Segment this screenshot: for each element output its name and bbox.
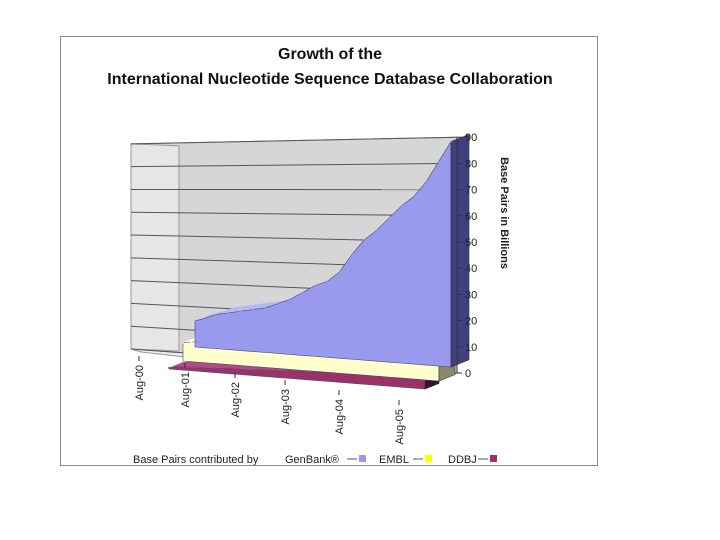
legend-label-embl: EMBL [379, 454, 409, 466]
genbank-layer-point [425, 180, 428, 183]
gridline [130, 136, 458, 145]
genbank-layer-end [450, 134, 470, 368]
y-tick-label: 60 [465, 211, 477, 223]
legend: Base Pairs contributed by GenBank® EMBL … [133, 454, 497, 466]
y-tick-label: 20 [465, 316, 477, 328]
side-wall [130, 143, 180, 352]
y-tick-label: 90 [465, 132, 477, 144]
y-tick-label: 10 [465, 342, 477, 354]
legend-swatch-genbank [359, 455, 366, 462]
x-axis: Aug-00 Aug-01 Aug-02 Aug-03 Aug-04 Aug-05 [134, 356, 406, 444]
genbank-layer-point [289, 298, 291, 301]
legend-swatch-ddbj [490, 455, 497, 462]
y-tick-label: 50 [465, 237, 477, 249]
genbank-layer-point [276, 302, 279, 305]
genbank-layer-point [351, 253, 353, 256]
genbank-layer-point [252, 308, 254, 311]
legend-label-ddbj: DDBJ [448, 454, 477, 466]
genbank-layer-point [413, 195, 415, 198]
x-tick-label: Aug-05 [394, 409, 406, 444]
legend-label-genbank: GenBank® [285, 454, 339, 466]
x-tick-label: Aug-00 [134, 365, 146, 400]
ddbj-layer-point [213, 367, 216, 370]
genbank-layer-point [375, 229, 378, 231]
y-tick-label: 0 [465, 368, 471, 380]
y-tick-label: 70 [465, 185, 477, 197]
embl-layer-point [182, 341, 184, 344]
y-tick-label: 80 [465, 158, 477, 170]
genbank-layer-point [437, 160, 440, 163]
ddbj-layer-point [188, 367, 191, 369]
legend-prefix: Base Pairs contributed by [133, 454, 259, 466]
genbank-series [194, 134, 470, 368]
y-axis: 0 10 20 30 40 50 60 70 80 90 [456, 132, 477, 380]
ddbj-layer-point [312, 371, 315, 374]
genbank-layer-point [301, 291, 304, 294]
y-tick-label: 40 [465, 263, 477, 275]
genbank-layer-point [239, 310, 242, 313]
genbank-layer-point [363, 238, 366, 241]
ddbj-layer-point [275, 370, 278, 372]
x-tick-label: Aug-03 [280, 389, 292, 424]
ddbj-layer-point [250, 369, 253, 372]
genbank-layer-point [264, 307, 267, 309]
genbank-layer-point [202, 318, 205, 320]
genbank-layer-point [194, 320, 196, 322]
y-tick-label: 30 [465, 289, 477, 301]
ddbj-layer-point [288, 369, 290, 372]
genbank-layer-point [388, 217, 390, 219]
genbank-layer-point [314, 284, 316, 287]
genbank-layer-point [227, 312, 229, 314]
ddbj-layer-point [176, 366, 179, 368]
ddbj-layer-point [168, 366, 170, 369]
embl-layer-point [190, 341, 193, 343]
x-tick-label: Aug-04 [334, 399, 346, 434]
ddbj-layer-point [238, 368, 241, 371]
chart-svg: Growth of the International Nucleotide S… [107, 46, 552, 466]
ddbj-layer-point [300, 370, 303, 373]
legend-swatch-embl [425, 455, 432, 462]
x-tick-label: Aug-01 [180, 372, 192, 407]
x-tick-label: Aug-02 [230, 382, 242, 417]
chart-title: Growth of the [278, 46, 382, 63]
chart-frame: Growth of the International Nucleotide S… [60, 36, 598, 466]
gridline [130, 162, 458, 168]
ddbj-layer-point [201, 366, 203, 369]
genbank-layer-point [450, 140, 452, 143]
genbank-layer-point [326, 280, 329, 283]
chart-subtitle: International Nucleotide Sequence Databa… [107, 71, 552, 88]
y-axis-label: Base Pairs in Billions [498, 157, 510, 269]
genbank-layer-point [214, 313, 217, 316]
genbank-layer-point [338, 271, 341, 273]
ddbj-layer-point [226, 367, 228, 370]
genbank-layer-point [400, 205, 403, 207]
ddbj-layer-point [263, 369, 265, 371]
